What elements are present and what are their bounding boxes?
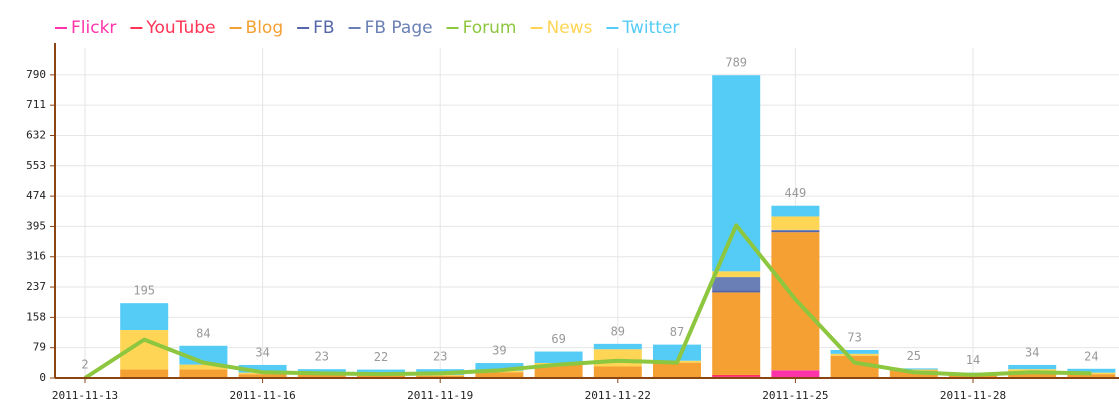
bar-segment [712, 374, 761, 377]
total-label: 22 [374, 350, 388, 364]
total-label: 89 [611, 324, 625, 338]
bar-segment [534, 364, 583, 378]
total-label: 195 [133, 284, 155, 298]
bar-segment [238, 364, 287, 373]
legend-label: Twitter [621, 18, 679, 38]
legend-label: Blog [246, 18, 284, 38]
bar-segment [416, 375, 465, 378]
bar-segment [297, 374, 346, 378]
bar-segment [771, 229, 820, 231]
bar-segment [357, 375, 405, 378]
line-series [83, 223, 1092, 380]
bar-segment [179, 364, 228, 370]
bar-segment [889, 368, 938, 370]
bar-segment [653, 344, 701, 361]
y-tick-label: 79 [33, 341, 46, 354]
total-label: 23 [433, 350, 447, 364]
bar-segment [712, 271, 761, 278]
bar-segment [771, 205, 820, 217]
bar-segment [238, 374, 287, 378]
total-label: 39 [492, 344, 506, 358]
bar-segment [712, 292, 761, 375]
x-tick-label: 2011-11-28 [940, 389, 1006, 402]
total-label: 69 [551, 332, 565, 346]
bar-segment [771, 216, 820, 230]
bar-segment [1008, 372, 1057, 378]
total-label: 73 [847, 330, 861, 344]
bar-segment [593, 366, 642, 378]
y-tick-label: 632 [26, 128, 46, 141]
legend-label: Forum [463, 18, 517, 38]
bar-segment [830, 355, 879, 378]
bar-segment [712, 75, 761, 272]
bar-segment [475, 363, 524, 371]
bar-segment [534, 351, 583, 364]
bar-segment [475, 372, 524, 378]
bar-segment [889, 369, 938, 371]
total-label: 25 [907, 349, 921, 363]
bar-segment [1067, 368, 1116, 373]
total-label: 34 [1025, 345, 1039, 359]
bar-segment [712, 277, 761, 291]
total-label: 24 [1084, 349, 1098, 363]
legend-label: Flickr [71, 18, 116, 38]
legend-label: News [546, 18, 592, 38]
bar-segment [712, 290, 761, 293]
x-tick-label: 2011-11-22 [585, 389, 651, 402]
x-tick-label: 2011-11-13 [52, 389, 118, 402]
y-tick-label: 711 [26, 98, 46, 111]
bar-segment [653, 362, 701, 378]
bar-segment [830, 353, 879, 356]
y-tick-label: 790 [26, 68, 46, 81]
y-tick-label: 0 [39, 371, 46, 384]
y-tick-label: 316 [26, 250, 46, 263]
bar-segment [1067, 374, 1116, 378]
total-label: 34 [255, 345, 269, 359]
y-tick-label: 395 [26, 219, 46, 232]
total-label: 84 [196, 326, 210, 340]
total-label: 87 [670, 325, 684, 339]
bar-segment [771, 370, 820, 378]
y-tick-label: 158 [26, 310, 46, 323]
bar-segment [179, 369, 228, 378]
x-tick-label: 2011-11-25 [762, 389, 828, 402]
y-tick-label: 553 [26, 159, 46, 172]
y-tick-label: 237 [26, 280, 46, 293]
bar-segment [771, 230, 820, 233]
bar-segment [120, 303, 169, 331]
x-tick-label: 2011-11-16 [229, 389, 295, 402]
bar-segment [120, 369, 169, 378]
total-label: 789 [725, 56, 747, 70]
bar-segment [593, 343, 642, 350]
legend-label: YouTube [145, 18, 215, 38]
total-label: 449 [785, 186, 807, 200]
y-tick-label: 474 [26, 189, 46, 202]
bar-segment [593, 349, 642, 367]
legend-label: FB Page [365, 18, 433, 38]
total-label: 14 [966, 353, 980, 367]
total-label: 2 [81, 358, 88, 372]
bar-segment [1008, 364, 1057, 370]
bar-segment [830, 349, 879, 354]
legend-label: FB [313, 18, 334, 38]
x-tick-label: 2011-11-19 [407, 389, 473, 402]
total-label: 23 [315, 350, 329, 364]
